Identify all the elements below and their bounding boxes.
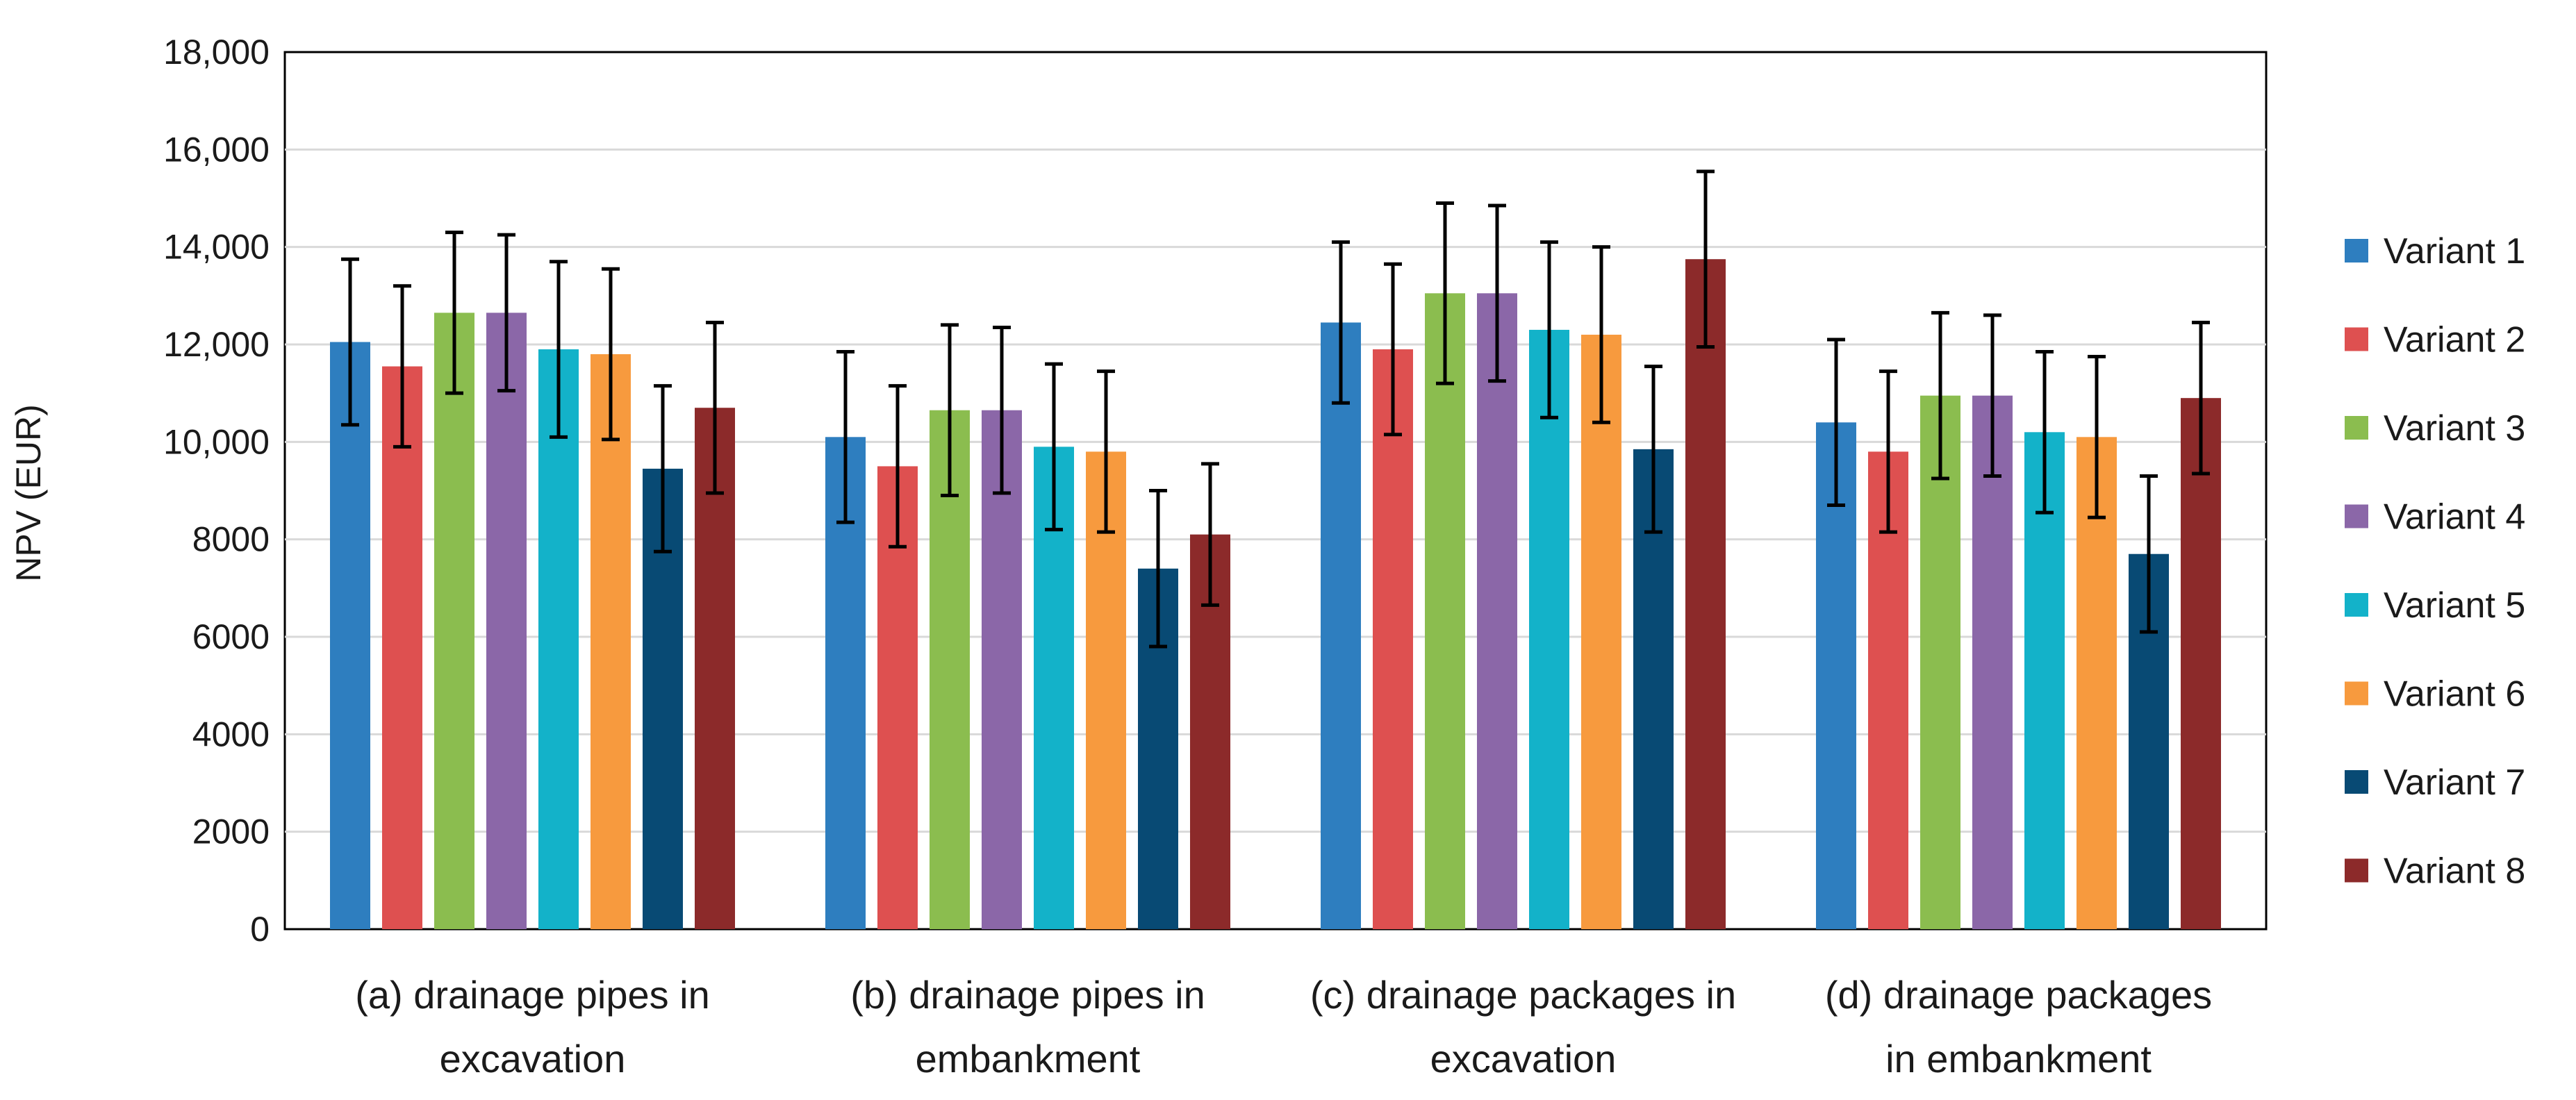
- legend-item-variant-3[interactable]: Variant 3: [2345, 408, 2525, 449]
- bar-1-1: [330, 342, 370, 929]
- legend-swatch: [2345, 504, 2368, 528]
- y-tick-label: 0: [250, 910, 270, 949]
- legend-swatch: [2345, 327, 2368, 351]
- legend-label: Variant 4: [2384, 497, 2525, 538]
- x-tick-label: embankment: [916, 1037, 1141, 1081]
- bar-8-4: [2181, 398, 2221, 929]
- bar-6-1: [591, 354, 631, 929]
- error-bars: [341, 169, 2210, 649]
- legend-swatch: [2345, 770, 2368, 794]
- bar-5-4: [2024, 432, 2065, 929]
- bar-5-3: [1529, 329, 1569, 929]
- bar-6-3: [1581, 334, 1621, 929]
- legend-label: Variant 3: [2384, 408, 2525, 449]
- legend-item-variant-1[interactable]: Variant 1: [2345, 231, 2525, 272]
- legend-item-variant-7[interactable]: Variant 7: [2345, 762, 2525, 803]
- x-tick-label: (b) drainage pipes in: [850, 973, 1205, 1017]
- x-category-label: (a) drainage pipes in excavation: [355, 973, 710, 1081]
- bar-4-4: [1972, 395, 2013, 929]
- x-axis: (a) drainage pipes in excavation (b) drain…: [355, 973, 2212, 1081]
- y-tick-label: 2000: [192, 812, 270, 851]
- bar-3-4: [1920, 395, 1960, 929]
- y-tick-label: 8000: [192, 520, 270, 559]
- y-tick-label: 18,000: [163, 33, 270, 72]
- x-tick-label: excavation: [1430, 1037, 1617, 1081]
- y-tick-label: 14,000: [163, 228, 270, 267]
- x-tick-label: in embankment: [1885, 1037, 2152, 1081]
- legend-swatch: [2345, 416, 2368, 440]
- y-tick-label: 10,000: [163, 422, 270, 461]
- legend-swatch: [2345, 239, 2368, 262]
- legend-item-variant-8[interactable]: Variant 8: [2345, 851, 2525, 892]
- x-category-label: (c) drainage packages in excavation: [1310, 973, 1736, 1081]
- bar-4-1: [486, 312, 527, 929]
- legend-label: Variant 2: [2384, 320, 2525, 360]
- x-category-label: (d) drainage packages in embankment: [1825, 973, 2212, 1081]
- y-axis: 0 2000 4000 6000 8000 10,000 12,000 14,000 16,00…: [163, 33, 270, 949]
- bar-4-3: [1477, 293, 1517, 929]
- x-tick-label: excavation: [440, 1037, 626, 1081]
- bar-5-1: [538, 349, 579, 929]
- legend-swatch: [2345, 681, 2368, 706]
- bar-8-3: [1685, 259, 1726, 929]
- legend-swatch: [2345, 858, 2368, 883]
- legend-label: Variant 1: [2384, 231, 2525, 272]
- legend-label: Variant 7: [2384, 762, 2525, 803]
- bar-2-3: [1373, 349, 1413, 929]
- bars: [330, 259, 2221, 929]
- y-tick-label: 16,000: [163, 130, 270, 169]
- y-tick-label: 6000: [192, 617, 270, 656]
- legend-item-variant-2[interactable]: Variant 2: [2345, 320, 2525, 360]
- legend-label: Variant 5: [2384, 585, 2525, 626]
- y-tick-label: 12,000: [163, 325, 270, 364]
- bar-3-3: [1425, 293, 1465, 929]
- x-tick-label: (c) drainage packages in: [1310, 973, 1736, 1017]
- legend-label: Variant 8: [2384, 851, 2525, 892]
- legend-item-variant-6[interactable]: Variant 6: [2345, 674, 2525, 715]
- x-tick-label: (d) drainage packages: [1825, 973, 2212, 1017]
- y-axis-title: NPV (EUR): [9, 404, 48, 582]
- plot-frame: [283, 51, 2268, 931]
- plot-area: [283, 51, 2268, 931]
- bar-2-1: [382, 366, 422, 929]
- y-tick-label: 4000: [192, 715, 270, 753]
- legend-swatch: [2345, 593, 2368, 617]
- x-category-label: (b) drainage pipes in embankment: [850, 973, 1205, 1081]
- legend-label: Variant 6: [2384, 674, 2525, 715]
- bar-1-3: [1321, 322, 1361, 929]
- legend-item-variant-5[interactable]: Variant 5: [2345, 585, 2525, 626]
- legend[interactable]: Variant 1 Variant 2 Variant 3 Variant 4 Vari…: [2345, 231, 2525, 892]
- bar-3-1: [434, 312, 474, 929]
- legend-item-variant-4[interactable]: Variant 4: [2345, 497, 2525, 538]
- x-tick-label: (a) drainage pipes in: [355, 973, 710, 1017]
- bar-4-2: [982, 410, 1022, 929]
